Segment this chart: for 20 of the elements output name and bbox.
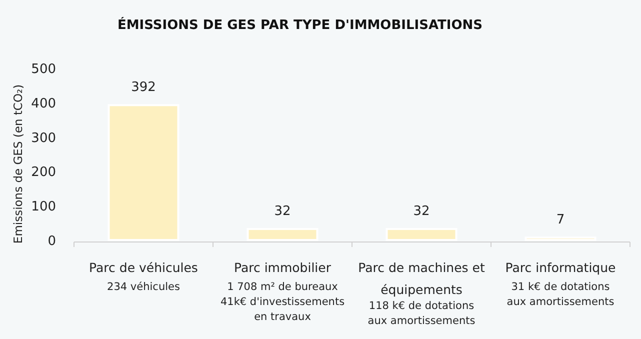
x-tick-label: Parc informatique 31 k€ de dotations aux amortissements [505, 260, 616, 308]
data-label: 7 [556, 212, 565, 228]
x-tick-label: Parc de machines et équipements 118 k€ de dotations aux amortissements [358, 260, 485, 327]
bar [524, 236, 596, 241]
y-tick-label: 500 [31, 62, 56, 77]
data-label: 32 [274, 204, 291, 219]
x-tick-label: Parc de véhicules 234 véhicules [89, 260, 198, 293]
y-tick-label: 400 [31, 96, 56, 112]
y-tick-label: 200 [31, 165, 56, 180]
bar [246, 228, 318, 241]
data-label: 32 [413, 204, 430, 219]
y-tick-label: 0 [48, 234, 56, 249]
y-tick-label: 300 [31, 130, 56, 146]
y-tick-label: 100 [31, 200, 56, 215]
y-axis-title: Emissions de GES (en tCO₂) [11, 84, 25, 244]
chart-title: ÉMISSIONS DE GES PAR TYPE D'IMMOBILISATIONS [117, 16, 483, 33]
x-tick-label: Parc immobilier 1 708 m² de bureaux 41k€ d'investissements en travaux [220, 260, 345, 323]
data-label: 392 [131, 80, 156, 96]
bar [386, 228, 458, 241]
bar [108, 104, 180, 241]
